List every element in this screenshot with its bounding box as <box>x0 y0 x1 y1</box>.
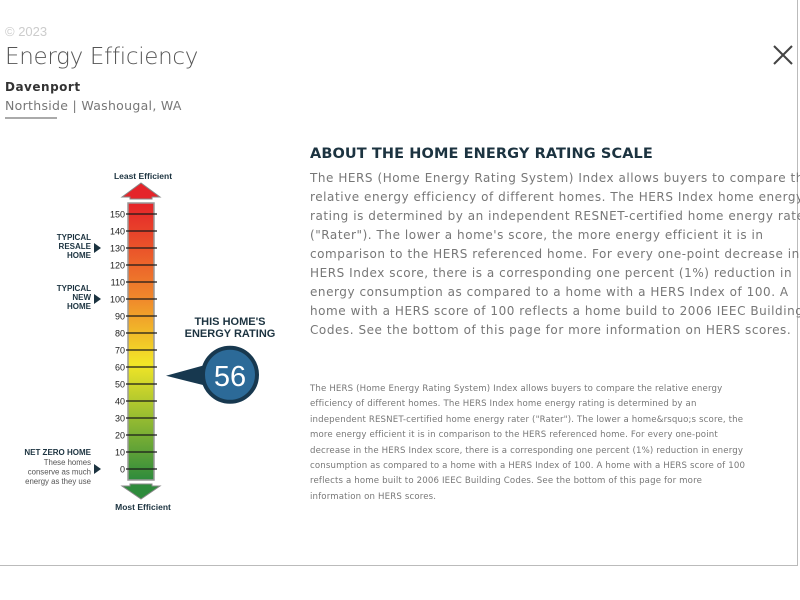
text-line: comparison to the HERS referenced home. … <box>310 247 800 261</box>
marker-arrow-icon <box>94 243 101 253</box>
text-line: reflects a home built to 2006 IEEC Build… <box>310 476 703 487</box>
text-line: information on HERS scores. <box>310 491 437 502</box>
tick-label: 110 <box>111 278 125 288</box>
tick-label: 90 <box>115 312 125 322</box>
rating-label: THIS HOME'S <box>194 316 265 328</box>
tick-label: 130 <box>110 244 125 254</box>
tick-label: 100 <box>110 295 125 305</box>
text-line: ("Rater"). The lower a home's score, the… <box>310 228 764 242</box>
close-button[interactable] <box>770 42 796 68</box>
tick-label: 120 <box>110 261 125 271</box>
text-line: relative energy efficiency of different … <box>310 190 800 204</box>
page-title: Energy Efficiency <box>5 44 199 70</box>
text-line: more energy efficient it is in compariso… <box>310 430 718 441</box>
tick-label: 70 <box>115 346 125 356</box>
tick-label: 80 <box>115 329 125 339</box>
text-line: Codes. See the bottom of this page for m… <box>310 323 792 337</box>
about-heading: ABOUT THE HOME ENERGY RATING SCALE <box>310 146 653 162</box>
tick-label: 0 <box>120 465 125 475</box>
title-underline <box>5 117 57 119</box>
marker-label: These homes <box>44 458 91 467</box>
marker-label: TYPICAL <box>57 233 91 242</box>
tick-label: 60 <box>115 363 125 373</box>
marker-label: HOME <box>67 251 92 260</box>
up-arrow-icon <box>120 182 162 200</box>
tick-label: 40 <box>115 397 125 407</box>
rating-scale-bar <box>127 202 155 481</box>
rating-badge <box>201 345 259 404</box>
text-line: The HERS (Home Energy Rating System) Ind… <box>310 171 800 185</box>
rating-value: 56 <box>214 361 246 393</box>
marker-label: HOME <box>67 302 92 311</box>
text-line: The HERS (Home Energy Rating System) Ind… <box>310 384 723 394</box>
tick-label: 150 <box>110 210 125 220</box>
modal-frame <box>0 0 798 566</box>
most-efficient-label: Most Efficient <box>115 502 171 512</box>
about-footnote: The HERS (Home Energy Rating System) Ind… <box>310 382 745 505</box>
tick-label: 10 <box>115 448 125 458</box>
marker-arrow-icon <box>94 294 101 304</box>
tick-label: 140 <box>110 227 125 237</box>
marker-label: energy as they use <box>25 477 91 486</box>
text-line: HERS Index score, there is a correspondi… <box>310 266 793 280</box>
marker-label: NEW <box>72 293 91 302</box>
about-paragraph: The HERS (Home Energy Rating System) Ind… <box>310 169 800 340</box>
text-line: energy consumption as compared to a home… <box>310 285 789 299</box>
text-line: efficiency of different homes. The HERS … <box>310 399 697 410</box>
tick-label: 30 <box>115 414 125 424</box>
rating-label: ENERGY RATING <box>185 328 276 340</box>
community-name: Davenport <box>5 80 81 94</box>
marker-label: RESALE <box>59 242 92 251</box>
text-line: home with a HERS score of 100 reflects a… <box>310 304 800 318</box>
net-zero-title: NET ZERO HOME <box>24 448 91 457</box>
copyright-watermark: © 2023 <box>5 24 48 39</box>
tick-label: 20 <box>115 431 125 441</box>
text-line: consumption as compared to a home with a… <box>310 461 746 472</box>
hers-gauge: Least Efficient Most Efficient 0 10 20 30 40 50… <box>24 171 276 512</box>
least-efficient-label: Least Efficient <box>114 171 172 181</box>
marker-arrow-icon <box>94 464 101 474</box>
down-arrow-icon <box>120 483 162 500</box>
tick-label: 50 <box>115 380 125 390</box>
text-line: decrease in the HERS Index score, there … <box>310 445 744 456</box>
close-icon <box>773 45 793 65</box>
marker-label: TYPICAL <box>57 284 91 293</box>
text-line: rating is determined by an independent R… <box>310 209 800 223</box>
community-location: Northside | Washougal, WA <box>5 98 182 113</box>
marker-label: conserve as much <box>28 468 91 477</box>
text-line: independent RESNET-certified home energy… <box>310 414 744 425</box>
rating-pointer-icon <box>166 364 206 386</box>
